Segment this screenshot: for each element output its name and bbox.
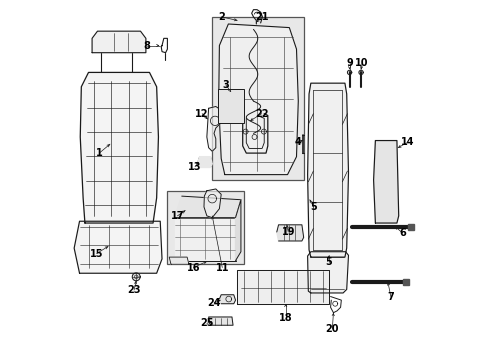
Text: 15: 15 <box>90 248 103 258</box>
Bar <box>212 17 303 180</box>
Text: 22: 22 <box>254 109 268 119</box>
Polygon shape <box>307 252 348 293</box>
Polygon shape <box>219 295 235 304</box>
Text: 21: 21 <box>254 12 268 22</box>
Text: 10: 10 <box>355 58 368 68</box>
Text: 8: 8 <box>143 41 150 50</box>
Text: 13: 13 <box>188 162 202 172</box>
Text: 23: 23 <box>127 285 141 295</box>
Text: 2: 2 <box>217 12 224 22</box>
Text: 20: 20 <box>325 324 338 334</box>
Polygon shape <box>237 270 328 304</box>
Text: 7: 7 <box>386 292 393 302</box>
Text: 6: 6 <box>398 228 405 238</box>
Text: 12: 12 <box>195 109 208 119</box>
Polygon shape <box>235 200 241 261</box>
Polygon shape <box>174 196 241 218</box>
Text: 11: 11 <box>215 262 228 273</box>
Text: 1: 1 <box>96 148 102 158</box>
Text: 5: 5 <box>325 257 331 267</box>
Text: 16: 16 <box>186 262 200 273</box>
Text: 5: 5 <box>310 202 316 212</box>
Text: 24: 24 <box>207 298 220 308</box>
Text: 17: 17 <box>170 211 184 221</box>
Polygon shape <box>218 24 298 175</box>
Polygon shape <box>307 83 348 257</box>
Polygon shape <box>358 70 363 75</box>
Polygon shape <box>206 107 221 151</box>
Polygon shape <box>347 70 351 75</box>
Text: 25: 25 <box>200 319 213 328</box>
Polygon shape <box>74 221 162 273</box>
Text: 18: 18 <box>278 313 292 323</box>
Polygon shape <box>169 257 188 264</box>
Polygon shape <box>80 72 158 223</box>
Polygon shape <box>92 31 145 53</box>
Polygon shape <box>198 157 212 167</box>
Polygon shape <box>276 225 303 241</box>
Bar <box>217 89 244 123</box>
Polygon shape <box>132 273 140 281</box>
Polygon shape <box>373 140 398 223</box>
Text: 19: 19 <box>281 227 294 237</box>
Text: 3: 3 <box>222 80 229 90</box>
Text: 9: 9 <box>346 58 352 68</box>
Bar <box>167 191 244 264</box>
Polygon shape <box>208 317 233 325</box>
Polygon shape <box>174 218 235 261</box>
Text: 4: 4 <box>294 137 300 147</box>
Polygon shape <box>203 189 221 218</box>
Text: 14: 14 <box>400 138 413 147</box>
